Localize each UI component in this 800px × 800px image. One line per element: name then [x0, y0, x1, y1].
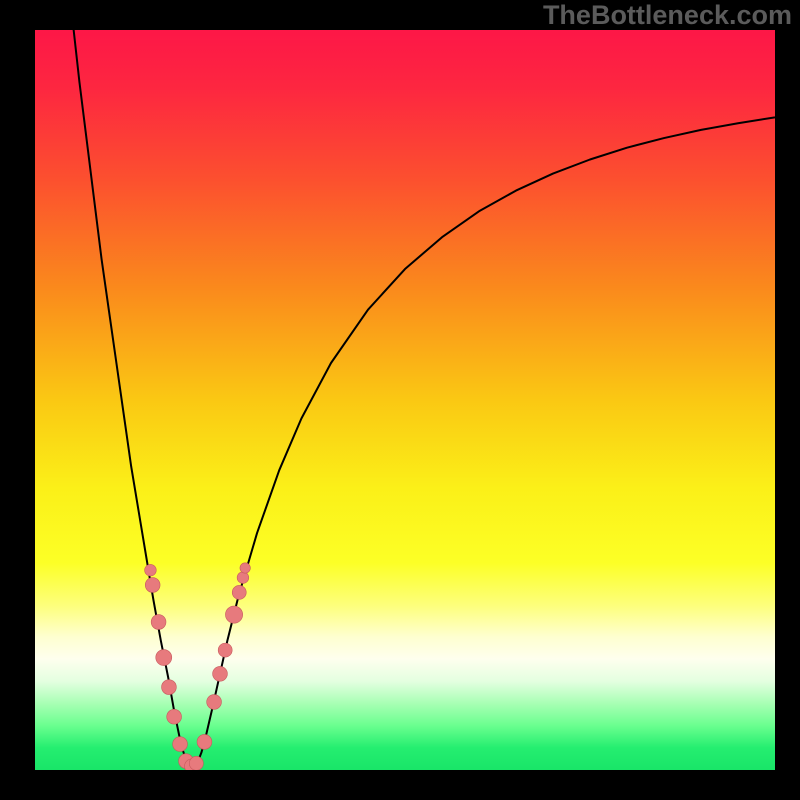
data-marker	[145, 564, 157, 576]
data-marker	[197, 734, 212, 749]
data-marker	[218, 643, 232, 657]
data-marker	[173, 737, 188, 752]
data-marker	[240, 563, 250, 573]
bottleneck-chart	[0, 0, 800, 800]
data-marker	[237, 572, 249, 584]
data-marker	[189, 756, 203, 770]
data-marker	[213, 666, 228, 681]
data-marker	[156, 650, 172, 666]
gradient-background	[35, 30, 775, 770]
data-marker	[232, 585, 246, 599]
data-marker	[162, 680, 177, 695]
data-marker	[145, 578, 160, 593]
data-marker	[167, 709, 182, 724]
data-marker	[207, 695, 222, 710]
data-marker	[225, 606, 242, 623]
watermark-text: TheBottleneck.com	[543, 0, 792, 31]
data-marker	[151, 615, 166, 630]
